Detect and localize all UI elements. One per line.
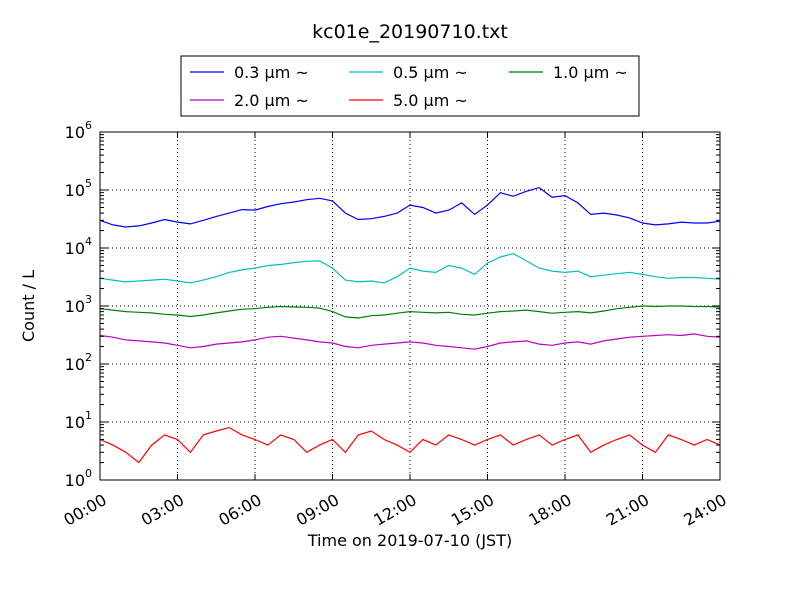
y-tick-label: 102 — [65, 351, 92, 374]
chart-title: kc01e_20190710.txt — [312, 21, 508, 43]
legend-label: 5.0 μm ~ — [393, 91, 468, 110]
y-tick-label: 101 — [65, 409, 92, 432]
plot-frame — [99, 131, 721, 481]
series-line-4 — [99, 333, 721, 350]
legend-box — [180, 55, 640, 117]
y-tick-label: 105 — [65, 177, 92, 200]
y-tick-label: 103 — [65, 293, 92, 316]
series-line-5 — [99, 426, 721, 464]
gridlines — [100, 132, 720, 480]
series-line-1 — [99, 186, 721, 228]
series-line-2 — [99, 252, 721, 284]
y-axis-label: Count / L — [19, 270, 38, 342]
y-tick-label: 104 — [65, 235, 92, 258]
series-line-3 — [99, 305, 721, 319]
legend-label: 2.0 μm ~ — [234, 91, 309, 110]
legend-label: 1.0 μm ~ — [553, 63, 628, 82]
x-axis-label: Time on 2019-07-10 (JST) — [307, 531, 512, 550]
y-tick-label: 106 — [65, 119, 92, 142]
legend: 0.3 μm ~ 0.5 μm ~ 1.0 μm ~ 2.0 μm ~ 5.0 μm ~ — [180, 55, 640, 117]
legend-label: 0.5 μm ~ — [393, 63, 468, 82]
series-layer — [99, 186, 721, 464]
y-tick-labels: 100 101 102 103 104 105 106 — [65, 119, 92, 490]
legend-label: 0.3 μm ~ — [234, 63, 309, 82]
y-tick-label: 100 — [65, 467, 92, 490]
